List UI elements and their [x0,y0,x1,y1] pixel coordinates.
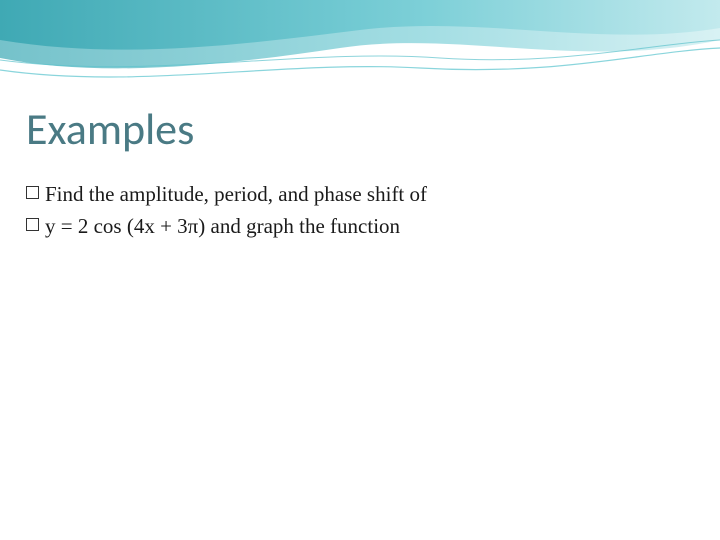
bullet-text: Find the amplitude, period, and phase sh… [45,180,686,208]
bullet-text: y = 2 cos (4x + 3π) and graph the functi… [45,212,686,240]
bullet-item: Find the amplitude, period, and phase sh… [26,180,686,208]
slide-title: Examples [26,102,194,156]
wave-decoration [0,0,720,110]
bullet-item: y = 2 cos (4x + 3π) and graph the functi… [26,212,686,240]
bullet-square-icon [26,218,39,231]
bullet-square-icon [26,186,39,199]
body-content: Find the amplitude, period, and phase sh… [26,180,686,245]
